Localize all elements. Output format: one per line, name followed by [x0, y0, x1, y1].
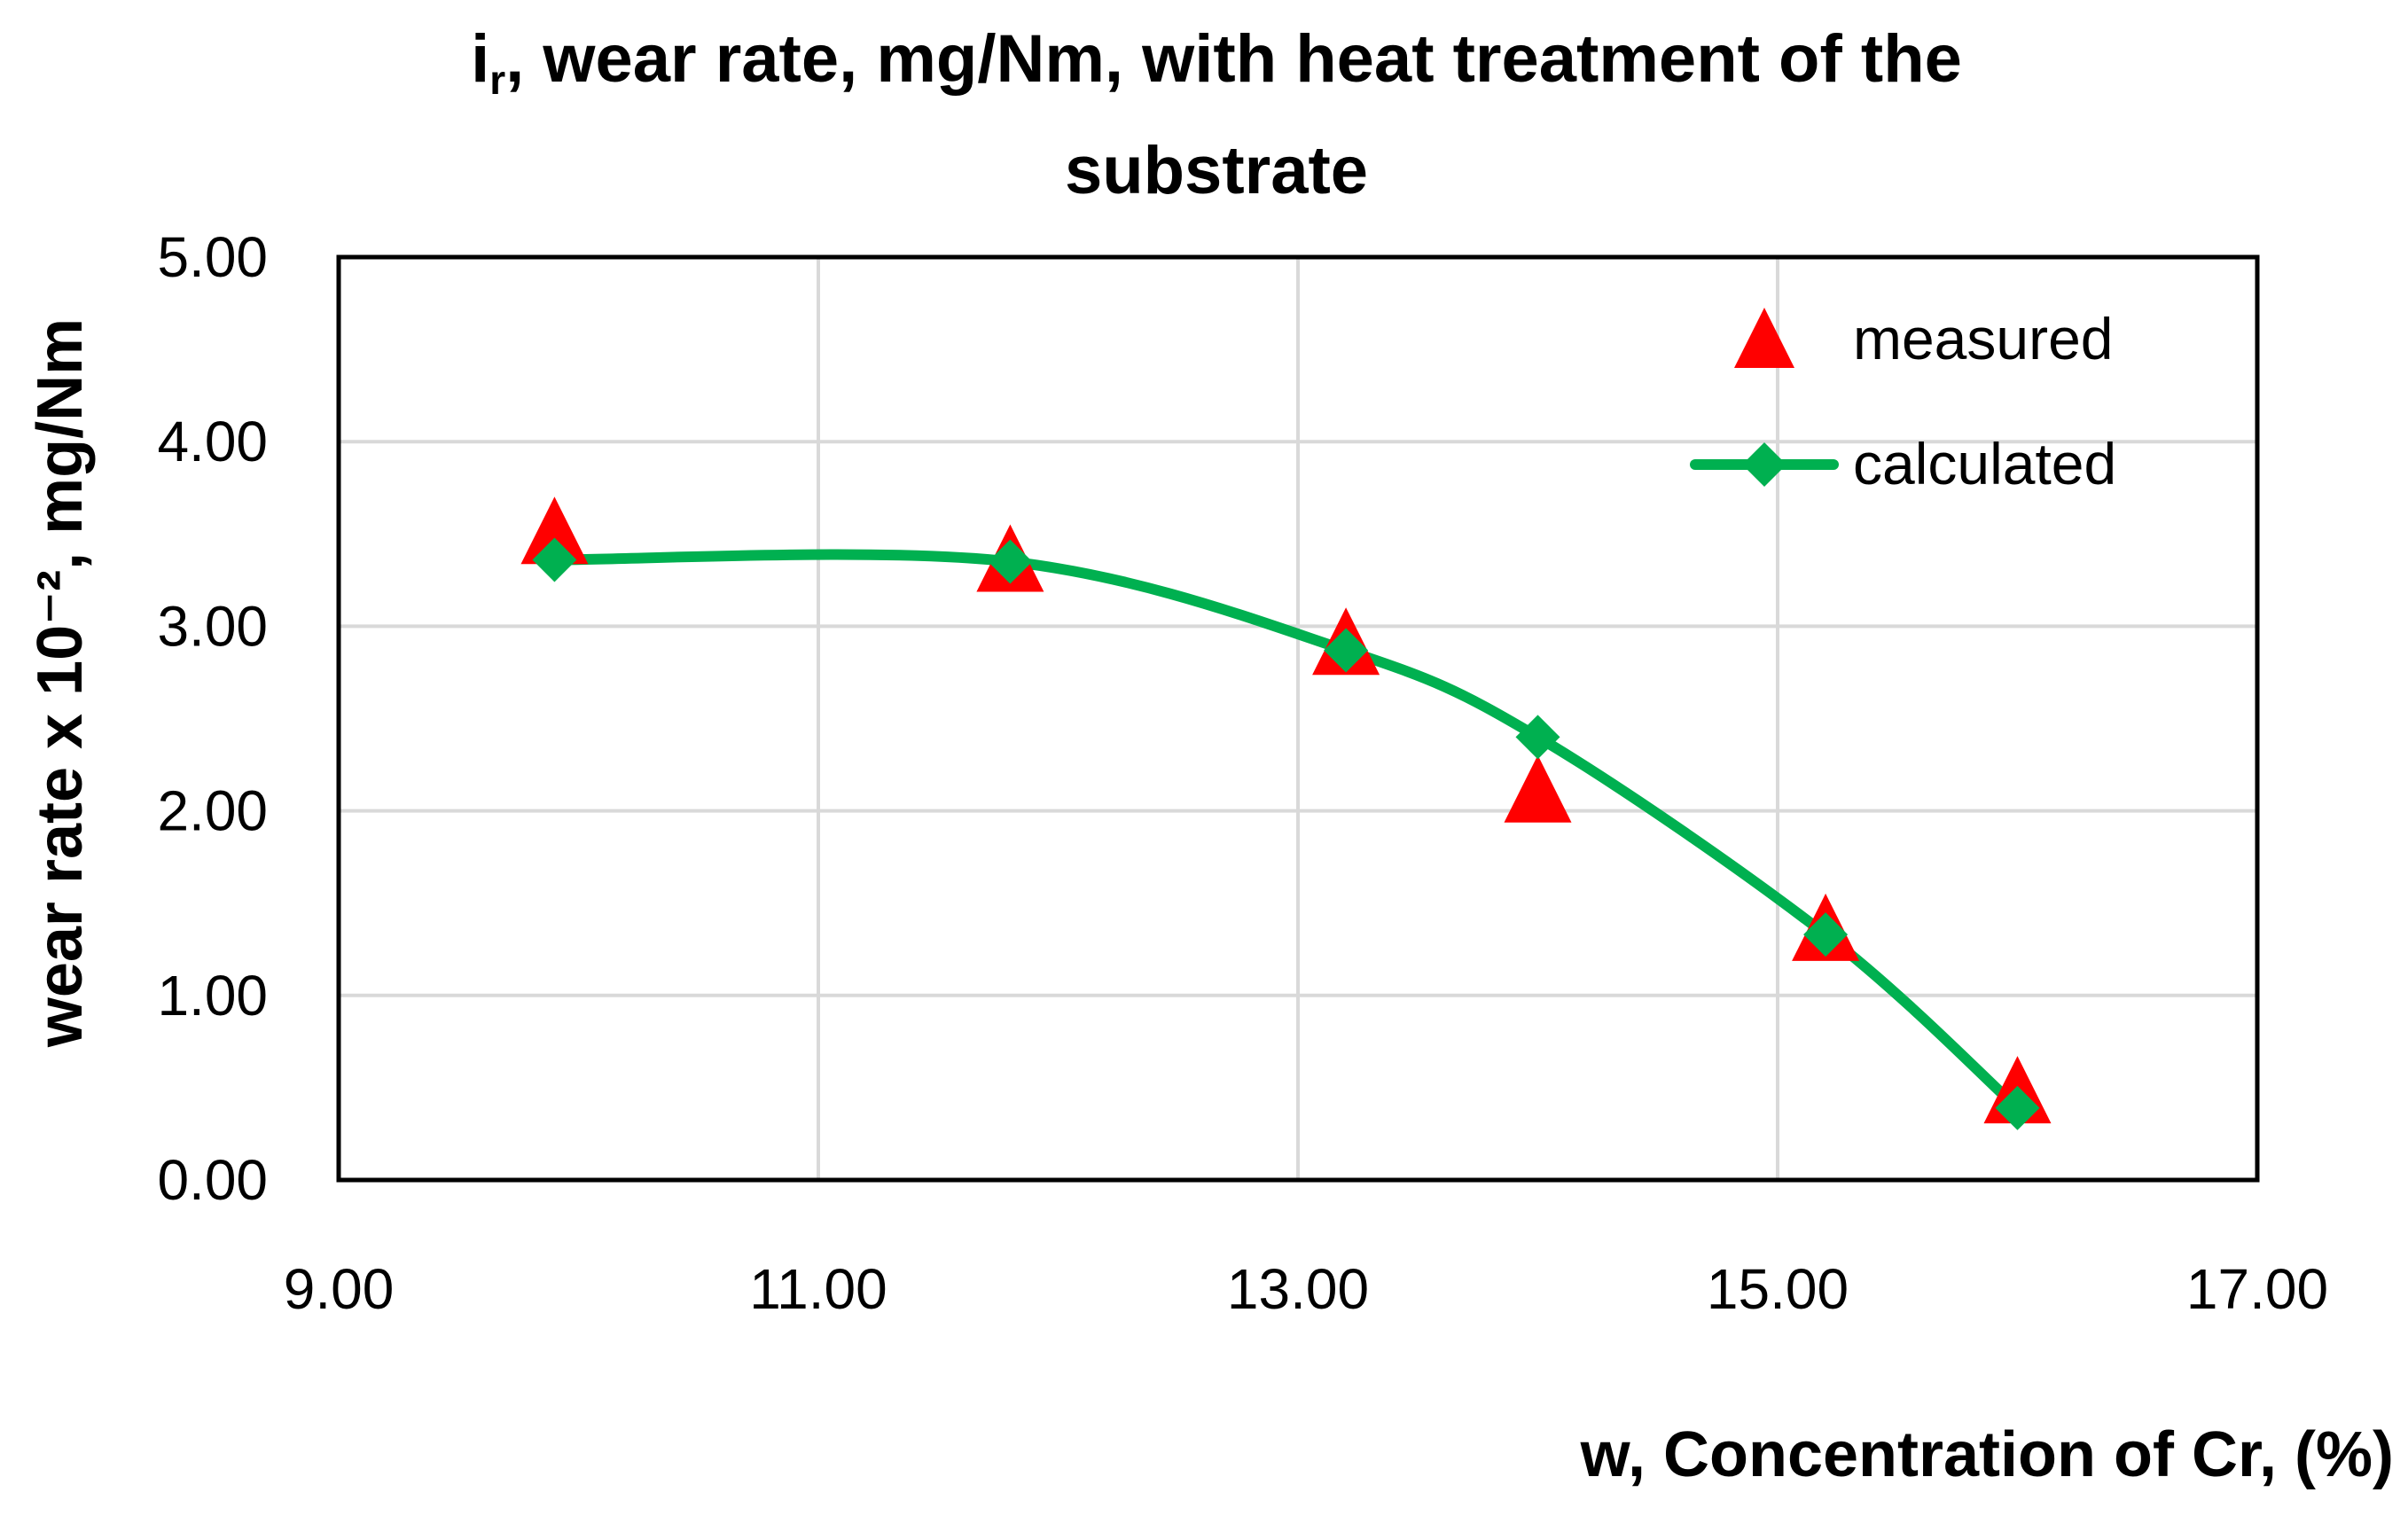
x-tick-label: 15.00	[1707, 1257, 1849, 1321]
measured-point	[1504, 754, 1572, 823]
chart-title-line2: substrate	[1065, 133, 1368, 208]
legend-calculated-label: calculated	[1853, 431, 2116, 496]
legend-calculated-marker	[1742, 442, 1786, 487]
calculated-point	[1324, 628, 1369, 673]
calculated-line	[549, 549, 2023, 1114]
calculated-series	[532, 537, 2040, 1130]
x-axis-title: w, Concentration of Cr, (%)	[1580, 1419, 2394, 1490]
calculated-point	[532, 537, 577, 582]
y-axis-title: wear rate x 10⁻², mg/Nm	[25, 318, 96, 1048]
measured-point	[520, 496, 589, 565]
plot-frame	[336, 254, 2260, 1183]
grid-lines	[339, 257, 2257, 1180]
y-tick-label: 2.00	[157, 779, 268, 843]
calculated-point	[988, 539, 1033, 584]
calculated-point	[1515, 715, 1560, 760]
calculated-point	[1803, 912, 1849, 957]
x-tick-label: 11.00	[749, 1257, 887, 1321]
y-tick-label: 0.00	[157, 1148, 268, 1212]
calculated-point	[1995, 1085, 2040, 1130]
y-tick-label: 1.00	[157, 964, 268, 1028]
chart-title-line1: ir, wear rate, mg/Nm, with heat treatmen…	[471, 21, 1962, 103]
x-tick-label: 17.00	[2186, 1257, 2328, 1321]
y-tick-label: 3.00	[157, 594, 268, 658]
legend-measured-label: measured	[1853, 306, 2114, 371]
x-tick-label: 9.00	[284, 1257, 395, 1321]
legend: measured calculated	[1690, 306, 2116, 496]
plot-area	[336, 254, 2260, 1183]
calculated-series-line-group	[549, 549, 2023, 1114]
y-tick-label: 4.00	[157, 410, 268, 473]
y-tick-label: 5.00	[157, 225, 268, 289]
legend-measured-marker	[1734, 308, 1794, 368]
tick-labels: 9.00 11.00 13.00 15.00 17.00 0.00 1.00 2.00 3.00…	[157, 225, 2328, 1321]
x-tick-label: 13.00	[1227, 1257, 1369, 1321]
